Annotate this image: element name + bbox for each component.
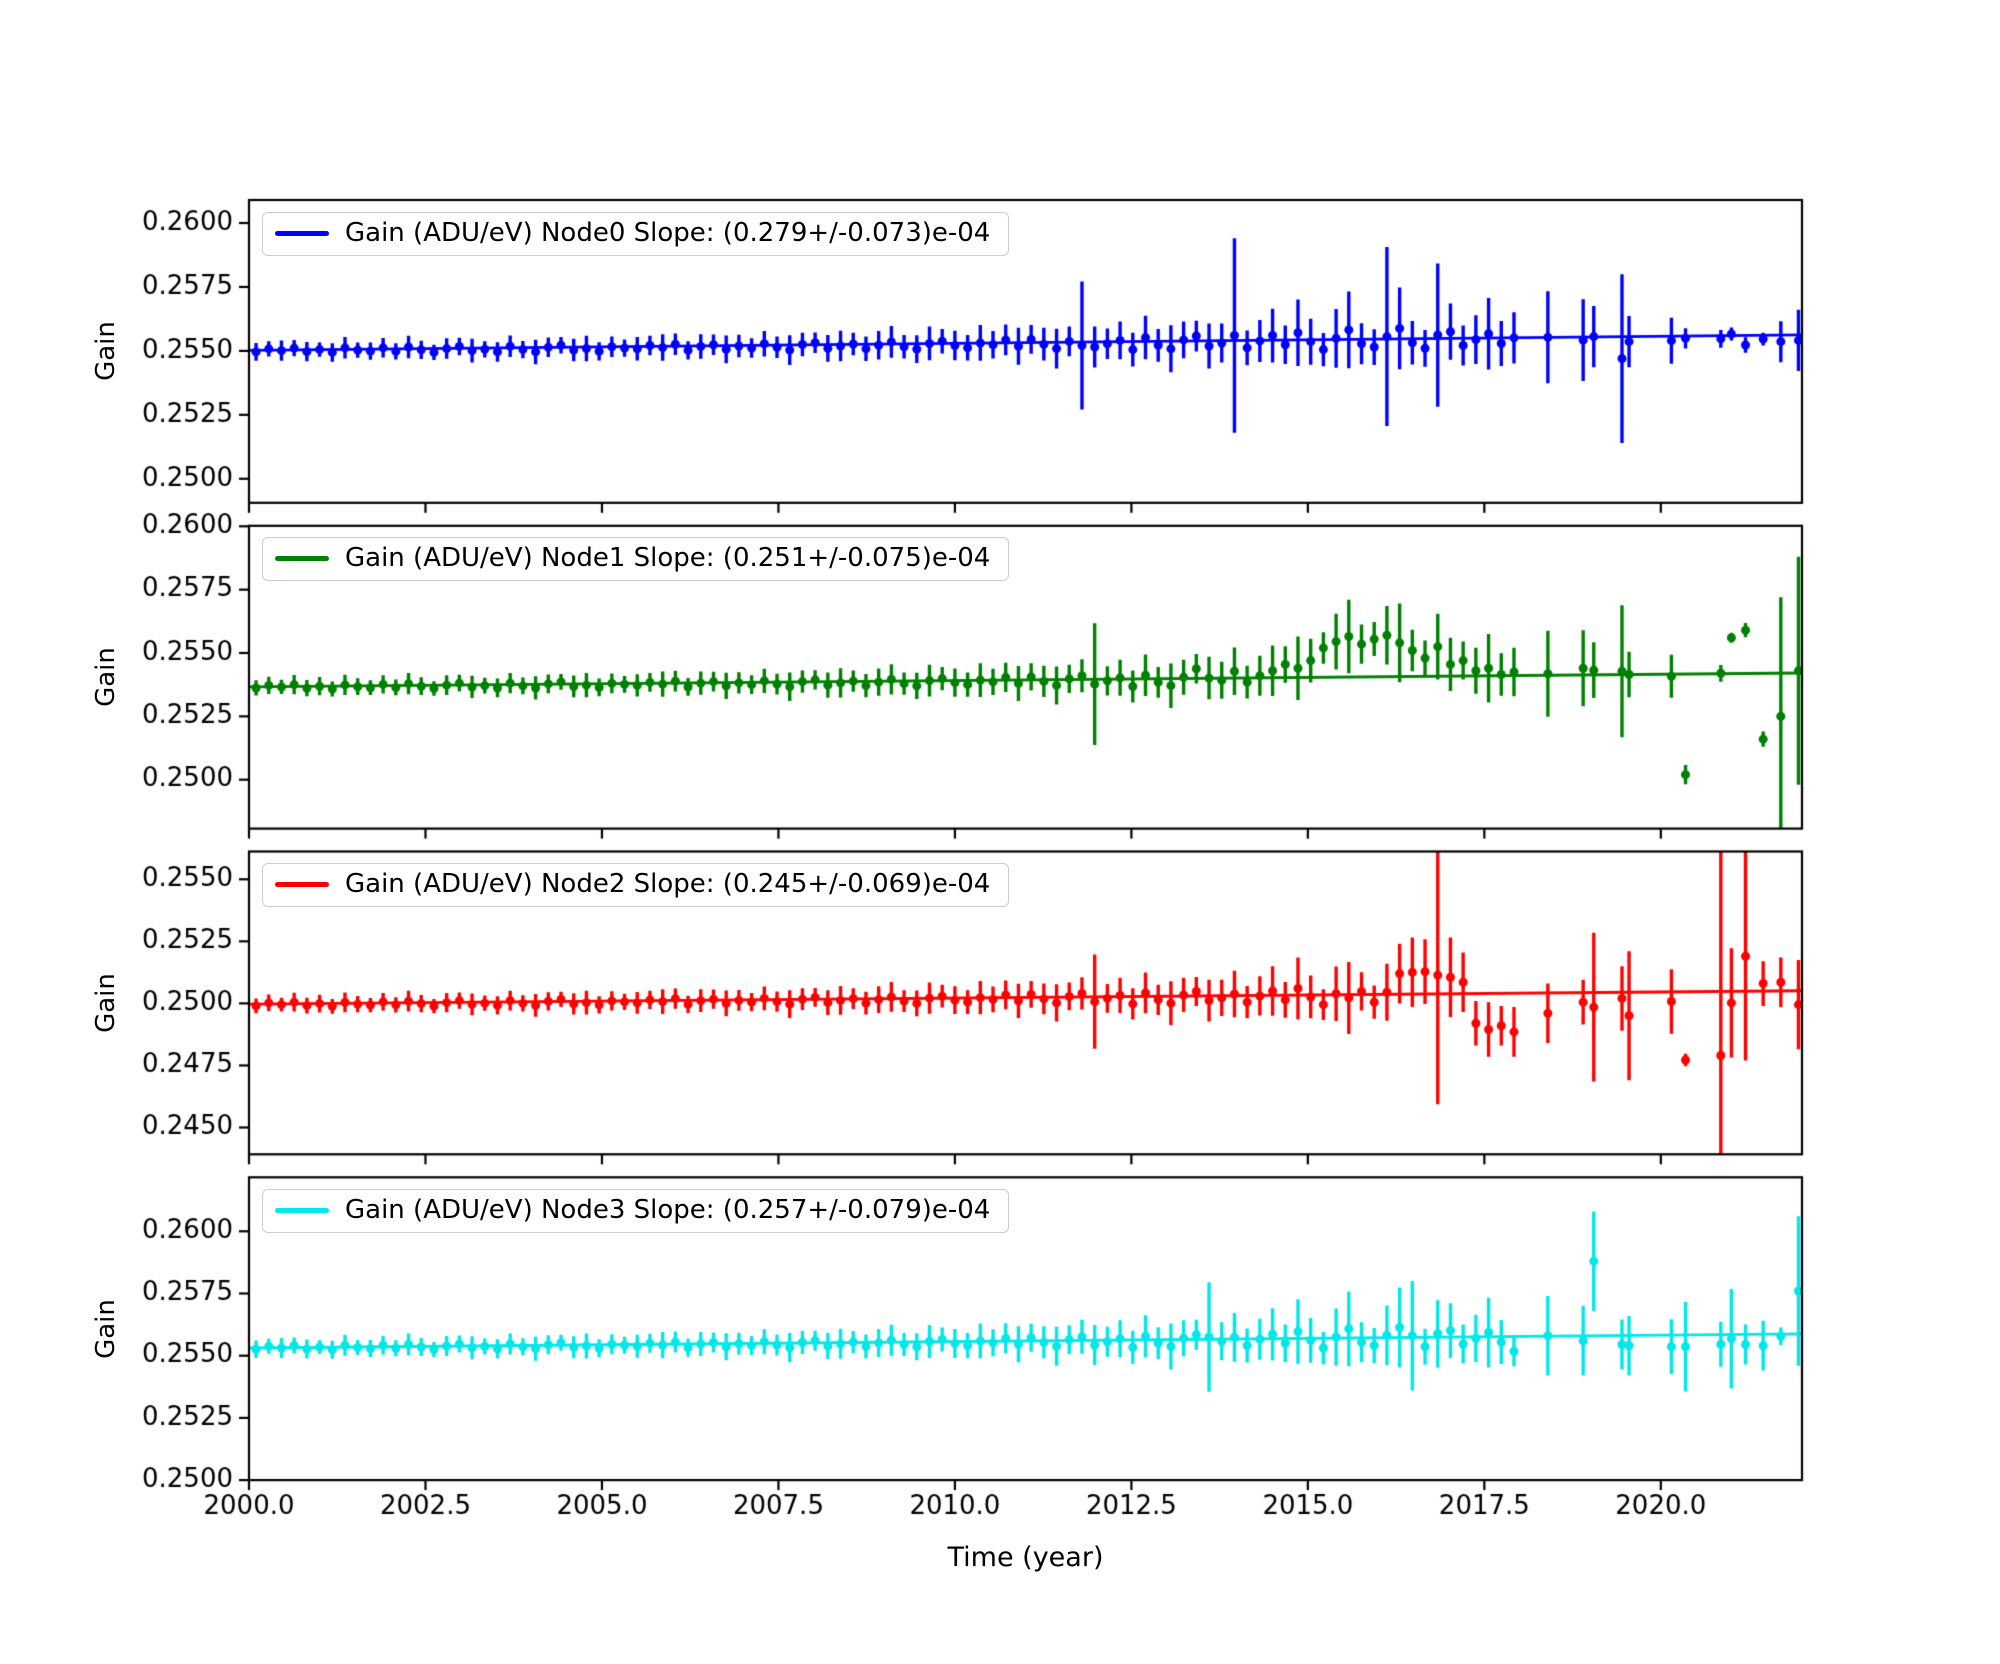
y-axis-label-node0: Gain: [91, 321, 121, 381]
x-axis-label: Time (year): [947, 1542, 1104, 1573]
legend-node2: Gain (ADU/eV) Node2 Slope: (0.245+/-0.06…: [262, 863, 1010, 907]
legend-label-node0: Gain (ADU/eV) Node0 Slope: (0.279+/-0.07…: [345, 218, 991, 248]
legend-line-node2-icon: [275, 882, 329, 888]
legend-node3: Gain (ADU/eV) Node3 Slope: (0.257+/-0.07…: [262, 1189, 1010, 1233]
legend-line-node0-icon: [275, 231, 329, 237]
legend-node0: Gain (ADU/eV) Node0 Slope: (0.279+/-0.07…: [262, 212, 1010, 256]
y-axis-label-node2: Gain: [91, 973, 121, 1033]
legend-label-node2: Gain (ADU/eV) Node2 Slope: (0.245+/-0.06…: [345, 869, 991, 899]
legend-line-node3-icon: [275, 1208, 329, 1214]
legend-label-node1: Gain (ADU/eV) Node1 Slope: (0.251+/-0.07…: [345, 543, 991, 573]
y-axis-label-node3: Gain: [91, 1299, 121, 1359]
legend-label-node3: Gain (ADU/eV) Node3 Slope: (0.257+/-0.07…: [345, 1195, 991, 1225]
legend-node1: Gain (ADU/eV) Node1 Slope: (0.251+/-0.07…: [262, 537, 1010, 581]
legend-line-node1-icon: [275, 556, 329, 562]
y-axis-label-node1: Gain: [91, 647, 121, 707]
